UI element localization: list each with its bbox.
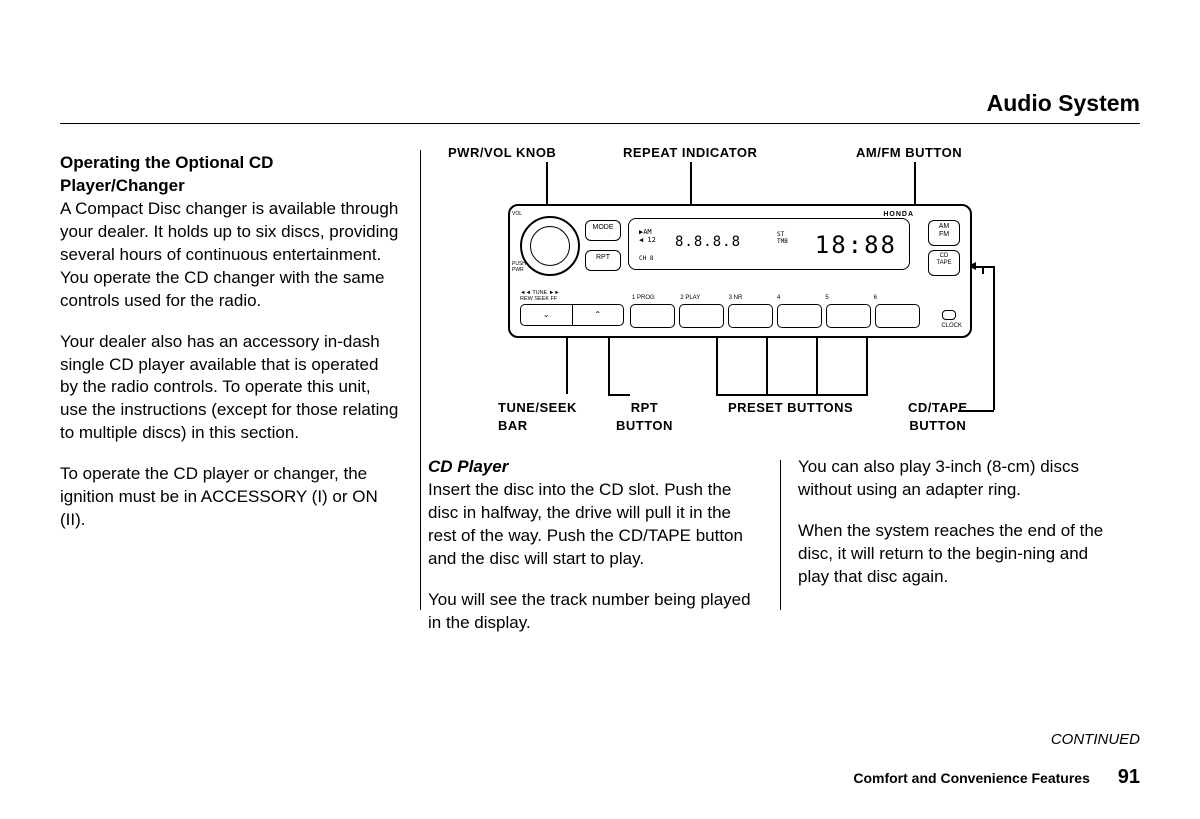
lower-columns: CD Player Insert the disc into the CD sl… [428,456,1108,653]
leader [974,266,994,268]
section-name: Comfort and Convenience Features [853,770,1090,786]
preset-button [777,304,822,328]
col2-p1: Insert the disc into the CD slot. Push t… [428,480,743,568]
vol-label: VOL [512,212,522,218]
pwr-label: PUSH PWR [512,262,526,273]
callout-tuneseek: TUNE/SEEK BAR [498,399,577,434]
callout-amfm: AM/FM BUTTON [856,144,962,162]
col1-p1: A Compact Disc changer is available thro… [60,199,398,310]
mode-button: MODE [585,220,621,241]
callout-repeat: REPEAT INDICATOR [623,144,757,162]
tuneseek-labels: ◄◄ TUNE ►► REW SEEK FF [520,290,560,302]
lcd-st-indicator: ST TMB [777,231,788,245]
col3-p1: You can also play 3-inch (8-cm) discs wi… [798,456,1108,502]
callout-preset: PRESET BUTTONS [728,399,853,417]
col2-p2: You will see the track number being play… [428,589,758,635]
preset-buttons-row [630,304,920,328]
callout-cdtape: CD/TAPE BUTTON [908,399,968,434]
leader [816,334,818,394]
tuneseek-bar: ⌄ ⌃ [520,304,624,326]
lcd-am-indicator: ▶AM ◀ 12 [639,229,656,244]
rpt-button: RPT [585,250,621,271]
page-footer: CONTINUED Comfort and Convenience Featur… [853,731,1140,789]
col1-p3: To operate the CD player or changer, the… [60,463,400,532]
leader [716,334,718,394]
col1-heading: Operating the Optional CD Player/Changer [60,153,273,195]
radio-unit: VOL PUSH PWR MODE RPT HONDA AM FM CD TAP… [508,204,972,338]
leader [608,394,630,396]
lcd-clock: 18:88 [815,229,897,261]
clock-label: CLOCK [941,322,962,330]
continued-label: CONTINUED [853,731,1140,748]
preset-label: 3 NR [727,294,775,302]
amfm-button: AM FM [928,220,960,246]
preset-button [826,304,871,328]
lcd-ch: CH 8 [639,255,653,263]
preset-button [630,304,675,328]
leader [866,334,868,394]
leader [993,266,995,410]
preset-label: 1 PROG [630,294,678,302]
callout-pwrvol: PWR/VOL KNOB [448,144,556,162]
clock-button [942,310,956,320]
volume-knob [520,216,580,276]
preset-button [875,304,920,328]
column-left: Operating the Optional CD Player/Changer… [60,152,400,653]
page-title: Audio System [60,90,1140,124]
seek-up-icon: ⌃ [573,305,624,325]
lcd-frequency: 8.8.8.8 [675,233,741,252]
seek-down-icon: ⌄ [521,305,573,325]
cdtape-button: CD TAPE [928,250,960,276]
preset-button [679,304,724,328]
leader [566,334,568,394]
preset-labels-row: 1 PROG 2 PLAY 3 NR 4 5 6 [630,294,920,302]
leader [766,334,768,394]
lcd-display: ▶AM ◀ 12 8.8.8.8 ST TMB 18:88 CH 8 [628,218,910,270]
col3-p2: When the system reaches the end of the d… [798,520,1108,589]
col1-p2: Your dealer also has an accessory in-das… [60,331,400,446]
callout-rpt: RPT BUTTON [616,399,673,434]
content-columns: Operating the Optional CD Player/Changer… [60,152,1140,653]
column-middle: CD Player Insert the disc into the CD sl… [428,456,758,653]
preset-label: 4 [775,294,823,302]
page-number: 91 [1118,766,1140,788]
preset-label: 2 PLAY [678,294,726,302]
leader [958,410,994,412]
col2-heading: CD Player [428,457,508,476]
preset-button [728,304,773,328]
leader [716,394,868,396]
radio-diagram: PWR/VOL KNOB REPEAT INDICATOR AM/FM BUTT… [418,144,998,444]
preset-label: 5 [823,294,871,302]
preset-label: 6 [872,294,920,302]
column-right-combined: PWR/VOL KNOB REPEAT INDICATOR AM/FM BUTT… [428,152,1108,653]
column-right: You can also play 3-inch (8-cm) discs wi… [798,456,1108,653]
